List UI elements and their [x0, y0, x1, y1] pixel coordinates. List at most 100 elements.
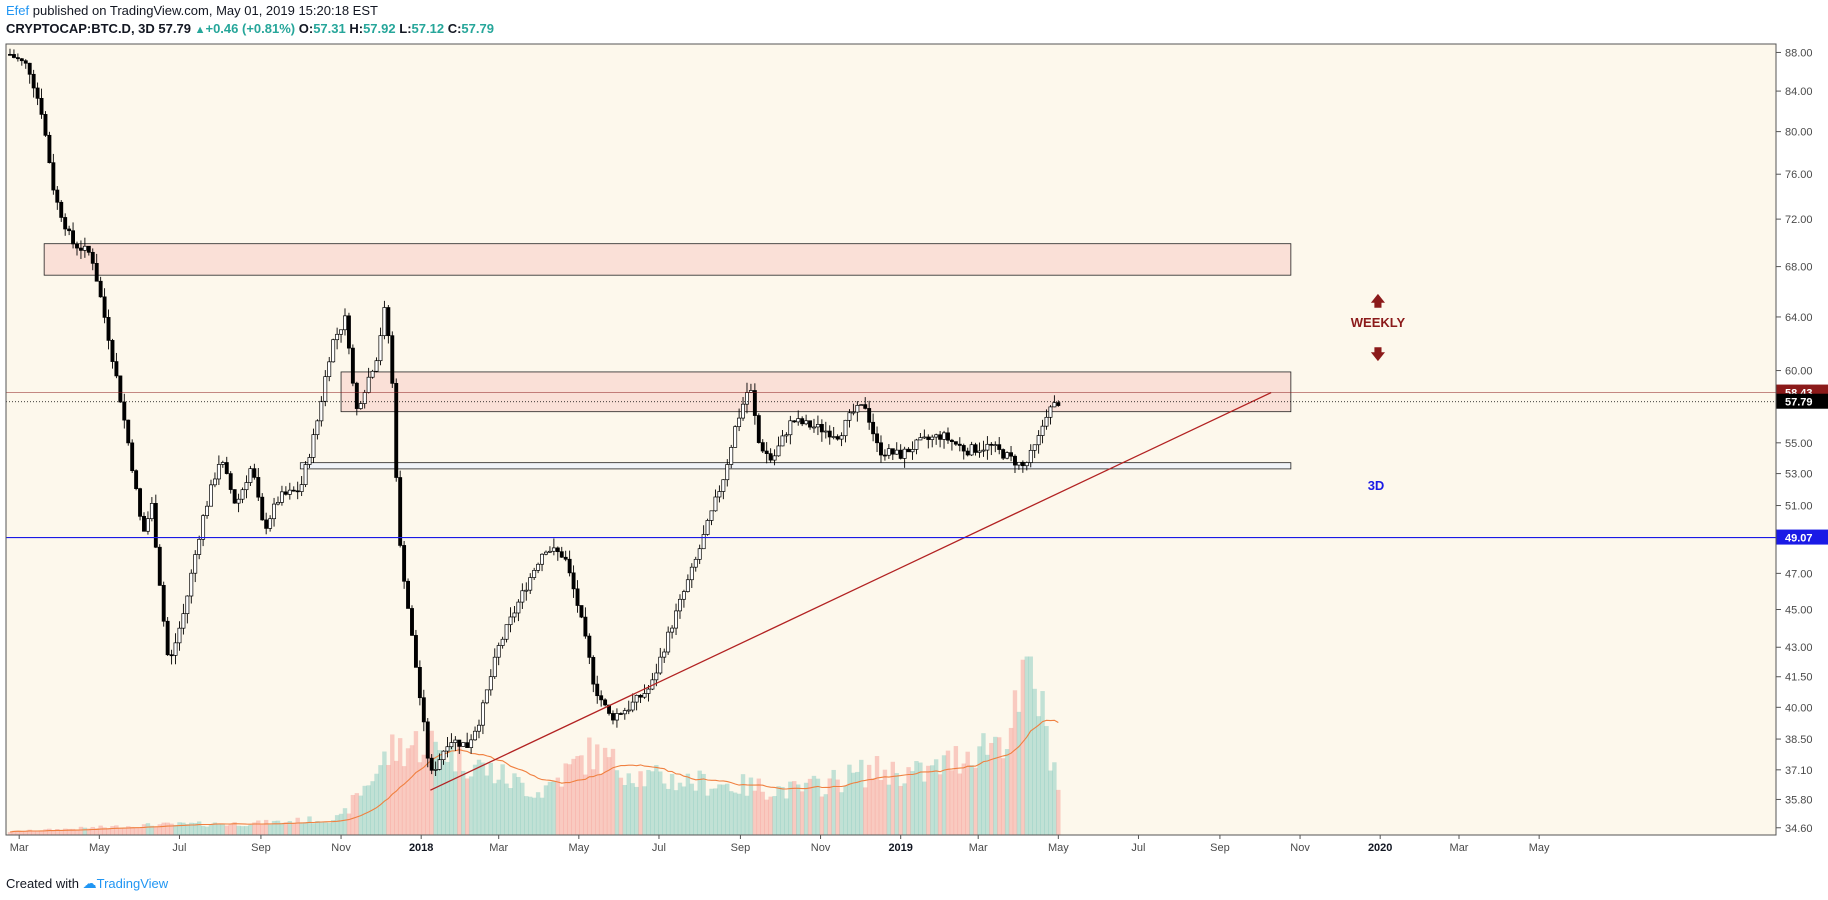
candle-body: [516, 601, 521, 614]
volume-bar: [189, 822, 194, 835]
candle-body: [299, 484, 304, 492]
volume-bar: [780, 786, 785, 835]
candle-body: [701, 534, 706, 550]
candle-body: [957, 443, 962, 446]
candle-body: [780, 435, 785, 447]
candle-body: [784, 434, 789, 437]
tradingview-brand-link[interactable]: TradingView: [96, 876, 169, 891]
volume-bar: [732, 792, 738, 835]
volume-bar: [204, 826, 210, 835]
volume-bar: [196, 821, 202, 835]
candle-body: [78, 247, 83, 251]
volume-bar: [271, 820, 277, 835]
candle-body: [1036, 435, 1041, 446]
candle-body: [417, 667, 422, 699]
candle-body: [75, 243, 79, 249]
candle-body: [949, 439, 954, 442]
volume-bar: [23, 830, 28, 835]
candle-body: [536, 563, 541, 571]
candle-body: [587, 635, 592, 658]
time-axis[interactable]: Mar May Jul Sep Nov 2018 Mar May Jul Sep Nov 2019 Ma…: [10, 835, 1550, 854]
candle-body: [1009, 452, 1013, 457]
volume-bar: [981, 733, 986, 835]
candle-body: [551, 547, 556, 552]
volume-bar: [985, 754, 990, 835]
volume-bar: [94, 828, 99, 835]
volume-bar: [587, 737, 592, 835]
volume-bar: [236, 825, 241, 835]
candle-body: [532, 570, 537, 578]
candle-body: [575, 588, 580, 606]
volume-bar: [937, 774, 943, 835]
volume-bar: [224, 825, 229, 835]
volume-bar: [642, 786, 647, 835]
open-label: O:: [298, 21, 314, 36]
volume-bar: [1040, 691, 1045, 835]
candle-body: [102, 296, 107, 318]
volume-bar: [748, 777, 754, 835]
candle-body: [90, 251, 95, 264]
volume-bar: [425, 733, 430, 835]
volume-bar: [390, 734, 395, 835]
volume-bar: [882, 769, 888, 835]
x-tick-label: Mar: [1450, 842, 1469, 854]
volume-bar: [252, 822, 257, 835]
candle-body: [879, 442, 883, 456]
volume-bar: [173, 824, 178, 835]
volume-bar: [721, 784, 726, 835]
volume-bar: [969, 765, 974, 835]
volume-bar: [855, 771, 860, 835]
candle-body: [307, 457, 312, 465]
volume-bar: [1004, 749, 1010, 835]
candle-body: [1032, 444, 1037, 451]
volume-bar: [926, 765, 931, 835]
volume-bar: [945, 750, 951, 835]
candle-body: [607, 704, 611, 714]
tradingview-cloud-icon[interactable]: ☁: [82, 875, 97, 891]
candle-body: [808, 420, 812, 428]
weekly-up-arrow-icon: 🡅: [1371, 294, 1386, 310]
candle-body: [145, 518, 150, 532]
plot-border: [5, 43, 1777, 836]
volume-bar: [409, 745, 415, 835]
candle-body: [741, 403, 745, 419]
candle-body: [311, 434, 316, 458]
volume-bar: [90, 826, 95, 835]
candle-body: [571, 572, 576, 590]
volume-bar: [1012, 690, 1018, 835]
candle-body: [366, 376, 371, 393]
price-axis[interactable]: 88.00 84.00 80.00 76.00 72.00 68.00 64.00 60.00…: [1776, 47, 1828, 835]
volume-bar: [539, 797, 545, 835]
candle-body: [591, 657, 596, 685]
candles-layer: [8, 48, 1061, 777]
candle-body: [319, 400, 324, 422]
volume-bar: [535, 792, 541, 835]
candle-body: [315, 420, 320, 436]
volume-bar: [859, 759, 864, 835]
symbol-label[interactable]: CRYPTOCAP:BTC.D, 3D: [6, 21, 155, 36]
volume-bar: [350, 794, 356, 835]
candle-body: [63, 217, 68, 230]
candle-body: [220, 462, 225, 465]
volume-bar: [874, 756, 880, 835]
volume-bar: [866, 764, 872, 835]
candle-body: [796, 418, 801, 423]
candle-body: [681, 591, 686, 600]
volume-bar: [776, 786, 781, 835]
candle-body: [792, 420, 797, 423]
candle-body: [212, 478, 217, 486]
author-link[interactable]: Efef: [6, 3, 30, 18]
volume-bar: [86, 828, 92, 835]
candle-body: [890, 448, 895, 455]
volume-bar: [334, 815, 340, 835]
volume-bar: [788, 781, 793, 835]
volume-bar: [618, 777, 624, 835]
candle-body: [228, 473, 233, 490]
candle-body: [1044, 416, 1049, 427]
volume-bar: [157, 824, 162, 835]
volume-bar: [145, 823, 151, 835]
volume-bar: [662, 783, 667, 835]
y-tick-label: 37.10: [1785, 765, 1813, 777]
candle-body: [323, 376, 328, 402]
price-chart[interactable]: 🡅 WEEKLY 🡇 3D 88.00 84.00 80.00 76.00 72.00 6…: [0, 0, 1828, 870]
